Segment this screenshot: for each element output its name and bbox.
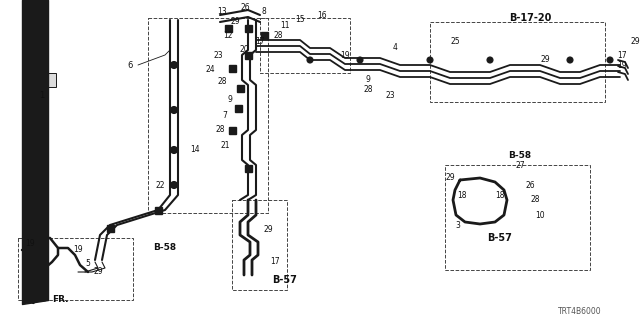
Text: 28: 28 xyxy=(273,30,283,39)
Text: 24: 24 xyxy=(205,66,215,75)
Circle shape xyxy=(170,61,177,68)
Bar xyxy=(244,25,252,31)
Text: 20: 20 xyxy=(239,45,249,54)
Bar xyxy=(234,105,241,111)
Bar xyxy=(18,238,133,300)
Text: 5: 5 xyxy=(86,259,90,268)
Text: 27: 27 xyxy=(515,161,525,170)
Text: 14: 14 xyxy=(190,146,200,155)
Text: 22: 22 xyxy=(156,180,164,189)
Text: 17: 17 xyxy=(270,258,280,267)
Text: 3: 3 xyxy=(456,220,460,229)
Text: 11: 11 xyxy=(280,20,290,29)
Circle shape xyxy=(567,57,573,63)
Bar xyxy=(106,225,113,231)
Bar xyxy=(445,165,590,270)
Text: 19: 19 xyxy=(617,61,627,70)
Text: 28: 28 xyxy=(364,85,372,94)
Text: 18: 18 xyxy=(457,190,467,199)
Text: 29: 29 xyxy=(263,226,273,235)
Text: 28: 28 xyxy=(215,125,225,134)
Text: 10: 10 xyxy=(535,211,545,220)
Text: 18: 18 xyxy=(495,190,505,199)
Bar xyxy=(244,164,252,172)
Bar xyxy=(225,25,232,31)
Bar xyxy=(232,200,287,290)
Text: B-57: B-57 xyxy=(488,233,513,243)
Bar xyxy=(260,18,350,73)
Circle shape xyxy=(487,57,493,63)
Text: 25: 25 xyxy=(450,37,460,46)
Text: B-58: B-58 xyxy=(508,150,532,159)
Text: 28: 28 xyxy=(531,196,540,204)
Circle shape xyxy=(427,57,433,63)
Text: B-58: B-58 xyxy=(154,244,177,252)
Circle shape xyxy=(170,181,177,188)
Text: 1: 1 xyxy=(40,92,45,100)
Text: B-17-20: B-17-20 xyxy=(509,13,551,23)
Text: 9: 9 xyxy=(228,95,232,105)
Text: 15: 15 xyxy=(295,15,305,25)
Bar xyxy=(237,84,243,92)
Text: 29: 29 xyxy=(93,268,103,276)
Bar xyxy=(260,31,268,38)
Text: 19: 19 xyxy=(25,238,35,247)
Text: 8: 8 xyxy=(262,7,266,17)
Text: 12: 12 xyxy=(223,30,233,39)
Bar xyxy=(228,65,236,71)
Text: 7: 7 xyxy=(223,110,227,119)
Bar xyxy=(28,73,56,87)
Text: 29: 29 xyxy=(445,173,455,182)
Text: 6: 6 xyxy=(127,60,132,69)
Bar xyxy=(228,126,236,133)
Bar xyxy=(154,206,161,213)
Text: 28: 28 xyxy=(217,77,227,86)
Text: 19: 19 xyxy=(73,245,83,254)
Circle shape xyxy=(170,147,177,154)
Text: FR.: FR. xyxy=(52,295,68,305)
Bar xyxy=(244,52,252,59)
Circle shape xyxy=(307,57,313,63)
Text: 26: 26 xyxy=(525,180,535,189)
Text: 29: 29 xyxy=(540,55,550,65)
Circle shape xyxy=(170,107,177,114)
Text: 4: 4 xyxy=(392,44,397,52)
Text: TRT4B6000: TRT4B6000 xyxy=(558,308,602,316)
Text: 17: 17 xyxy=(617,52,627,60)
Circle shape xyxy=(607,57,613,63)
Text: 21: 21 xyxy=(220,140,230,149)
Text: 9: 9 xyxy=(365,76,371,84)
Circle shape xyxy=(357,57,363,63)
Text: 29: 29 xyxy=(630,37,640,46)
Text: 23: 23 xyxy=(385,91,395,100)
Bar xyxy=(430,22,605,102)
Text: 13: 13 xyxy=(217,7,227,17)
Text: 23: 23 xyxy=(213,51,223,60)
Bar xyxy=(148,18,268,213)
Text: B-57: B-57 xyxy=(273,275,298,285)
Text: 29: 29 xyxy=(230,18,240,27)
Text: 19: 19 xyxy=(340,51,350,60)
Text: 17: 17 xyxy=(255,37,265,46)
Text: 16: 16 xyxy=(317,11,327,20)
Text: 26: 26 xyxy=(240,4,250,12)
